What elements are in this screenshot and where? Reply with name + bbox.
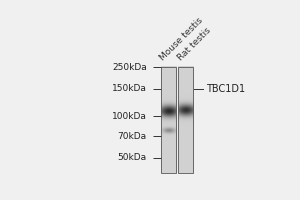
Text: 250kDa: 250kDa	[112, 63, 147, 72]
Text: 150kDa: 150kDa	[112, 84, 147, 93]
Bar	[161, 67, 176, 173]
Text: 50kDa: 50kDa	[118, 153, 147, 162]
Text: 100kDa: 100kDa	[112, 112, 147, 121]
Bar	[178, 67, 193, 173]
Text: 70kDa: 70kDa	[118, 132, 147, 141]
Text: Rat testis: Rat testis	[176, 26, 213, 62]
Text: TBC1D1: TBC1D1	[206, 84, 245, 94]
Text: Mouse testis: Mouse testis	[158, 16, 204, 62]
